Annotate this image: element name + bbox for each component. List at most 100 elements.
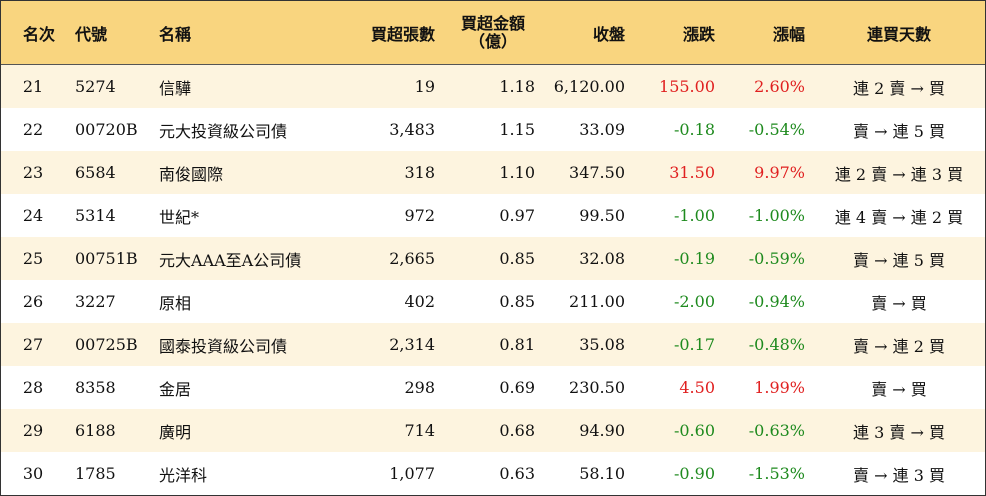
cell-close: 33.09 bbox=[579, 120, 625, 139]
header-close: 收盤 bbox=[592, 24, 625, 44]
table-row: 25 00751B 元大AAA至A公司債 2,665 0.85 32.08 -0.19 -0.… bbox=[1, 237, 985, 280]
table-row: 30 1785 光洋科 1,077 0.63 58.10 -0.90 -1.53% 賣 → 連 … bbox=[1, 452, 985, 495]
table-row: 27 00725B 國泰投資級公司債 2,314 0.81 35.08 -0.17 -0.48… bbox=[1, 323, 985, 366]
header-rank: 名次 bbox=[22, 24, 55, 44]
cell-days: 賣 → 連 5 買 bbox=[853, 250, 945, 270]
cell-change: -0.60 bbox=[673, 421, 715, 440]
cell-pct: 9.97% bbox=[754, 163, 805, 182]
cell-code: 1785 bbox=[75, 464, 116, 483]
cell-rank: 26 bbox=[22, 292, 44, 311]
cell-qty: 2,314 bbox=[389, 335, 435, 354]
cell-close: 58.10 bbox=[579, 464, 625, 483]
cell-qty: 714 bbox=[404, 421, 435, 440]
cell-amount: 0.81 bbox=[499, 335, 535, 354]
cell-name: 信驊 bbox=[159, 78, 192, 98]
header-amount-line1: 買超金額 bbox=[460, 13, 525, 33]
cell-code: 5314 bbox=[75, 206, 116, 225]
table-row: 21 5274 信驊 19 1.18 6,120.00 155.00 2.60% 連 2 賣 →… bbox=[1, 65, 985, 108]
cell-qty: 298 bbox=[404, 378, 435, 397]
cell-qty: 1,077 bbox=[389, 464, 435, 483]
cell-rank: 27 bbox=[22, 335, 44, 354]
cell-amount: 0.69 bbox=[499, 378, 535, 397]
cell-name: 光洋科 bbox=[159, 465, 208, 485]
cell-rank: 25 bbox=[22, 249, 44, 268]
table-row: 24 5314 世紀* 972 0.97 99.50 -1.00 -1.00% 連 4 賣 → … bbox=[1, 194, 985, 237]
cell-amount: 0.68 bbox=[499, 421, 535, 440]
cell-pct: -1.53% bbox=[748, 464, 805, 483]
cell-rank: 28 bbox=[22, 378, 44, 397]
cell-change: 4.50 bbox=[679, 378, 715, 397]
cell-change: -0.90 bbox=[673, 464, 715, 483]
cell-code: 00720B bbox=[75, 120, 138, 139]
cell-close: 99.50 bbox=[579, 206, 625, 225]
cell-days: 賣 → 連 3 買 bbox=[853, 465, 945, 485]
header-change: 漲跌 bbox=[682, 24, 715, 44]
cell-qty: 972 bbox=[404, 206, 435, 225]
cell-pct: -1.00% bbox=[748, 206, 805, 225]
table-row: 29 6188 廣明 714 0.68 94.90 -0.60 -0.63% 連 3 賣 → 買 bbox=[1, 409, 985, 452]
cell-amount: 0.85 bbox=[499, 249, 535, 268]
cell-qty: 318 bbox=[404, 163, 435, 182]
cell-pct: -0.48% bbox=[748, 335, 805, 354]
cell-close: 94.90 bbox=[579, 421, 625, 440]
cell-days: 賣 → 買 bbox=[871, 379, 927, 399]
cell-days: 賣 → 連 5 買 bbox=[853, 121, 945, 141]
cell-close: 211.00 bbox=[569, 292, 625, 311]
cell-change: 155.00 bbox=[659, 77, 715, 96]
cell-name: 廣明 bbox=[159, 422, 192, 442]
cell-name: 金居 bbox=[159, 379, 192, 399]
cell-close: 32.08 bbox=[579, 249, 625, 268]
cell-code: 6584 bbox=[75, 163, 116, 182]
cell-qty: 402 bbox=[404, 292, 435, 311]
cell-name: 南俊國際 bbox=[159, 164, 224, 184]
cell-change: -0.18 bbox=[673, 120, 715, 139]
cell-code: 00725B bbox=[75, 335, 138, 354]
cell-qty: 19 bbox=[414, 77, 435, 96]
cell-close: 230.50 bbox=[569, 378, 625, 397]
cell-code: 5274 bbox=[75, 77, 116, 96]
cell-amount: 1.15 bbox=[499, 120, 535, 139]
table-row: 23 6584 南俊國際 318 1.10 347.50 31.50 9.97% 連 2 賣 →… bbox=[1, 151, 985, 194]
cell-days: 連 2 賣 → 買 bbox=[853, 78, 945, 98]
cell-amount: 1.18 bbox=[499, 77, 535, 96]
cell-rank: 22 bbox=[22, 120, 44, 139]
cell-name: 世紀* bbox=[159, 207, 200, 227]
cell-code: 6188 bbox=[75, 421, 116, 440]
cell-amount: 0.63 bbox=[499, 464, 535, 483]
header-days: 連買天數 bbox=[866, 24, 931, 44]
cell-days: 連 4 賣 → 連 2 買 bbox=[834, 207, 964, 227]
cell-pct: -0.94% bbox=[748, 292, 805, 311]
cell-code: 00751B bbox=[75, 249, 138, 268]
cell-rank: 23 bbox=[22, 163, 44, 182]
cell-days: 連 3 賣 → 買 bbox=[853, 422, 945, 442]
table-body: 21 5274 信驊 19 1.18 6,120.00 155.00 2.60% 連 2 賣 →… bbox=[1, 65, 985, 495]
header-amount-line2: （億） bbox=[468, 31, 517, 51]
cell-close: 35.08 bbox=[579, 335, 625, 354]
header-code: 代號 bbox=[75, 24, 108, 44]
cell-rank: 29 bbox=[22, 421, 44, 440]
table-row: 28 8358 金居 298 0.69 230.50 4.50 1.99% 賣 → 買 bbox=[1, 366, 985, 409]
cell-close: 347.50 bbox=[569, 163, 625, 182]
table-header: 名次 代號 名稱 買超張數 買超金額 （億） 收盤 漲跌 漲幅 連買天數 bbox=[1, 1, 985, 65]
table-row: 26 3227 原相 402 0.85 211.00 -2.00 -0.94% 賣 → 買 bbox=[1, 280, 985, 323]
cell-code: 8358 bbox=[75, 378, 116, 397]
header-amount: 買超金額 （億） bbox=[451, 1, 535, 64]
cell-days: 賣 → 連 2 買 bbox=[853, 336, 945, 356]
cell-pct: 1.99% bbox=[754, 378, 805, 397]
cell-pct: -0.63% bbox=[748, 421, 805, 440]
cell-change: -0.19 bbox=[673, 249, 715, 268]
cell-change: 31.50 bbox=[669, 163, 715, 182]
cell-amount: 0.85 bbox=[499, 292, 535, 311]
cell-change: -1.00 bbox=[673, 206, 715, 225]
cell-days: 連 2 賣 → 連 3 買 bbox=[834, 164, 964, 184]
cell-days: 賣 → 買 bbox=[871, 293, 927, 313]
cell-name: 元大AAA至A公司債 bbox=[159, 250, 302, 270]
cell-name: 元大投資級公司債 bbox=[159, 121, 288, 141]
cell-close: 6,120.00 bbox=[553, 77, 625, 96]
cell-pct: 2.60% bbox=[754, 77, 805, 96]
cell-name: 原相 bbox=[159, 293, 192, 313]
header-qty: 買超張數 bbox=[370, 24, 435, 44]
header-name: 名稱 bbox=[159, 24, 192, 44]
cell-pct: -0.59% bbox=[748, 249, 805, 268]
